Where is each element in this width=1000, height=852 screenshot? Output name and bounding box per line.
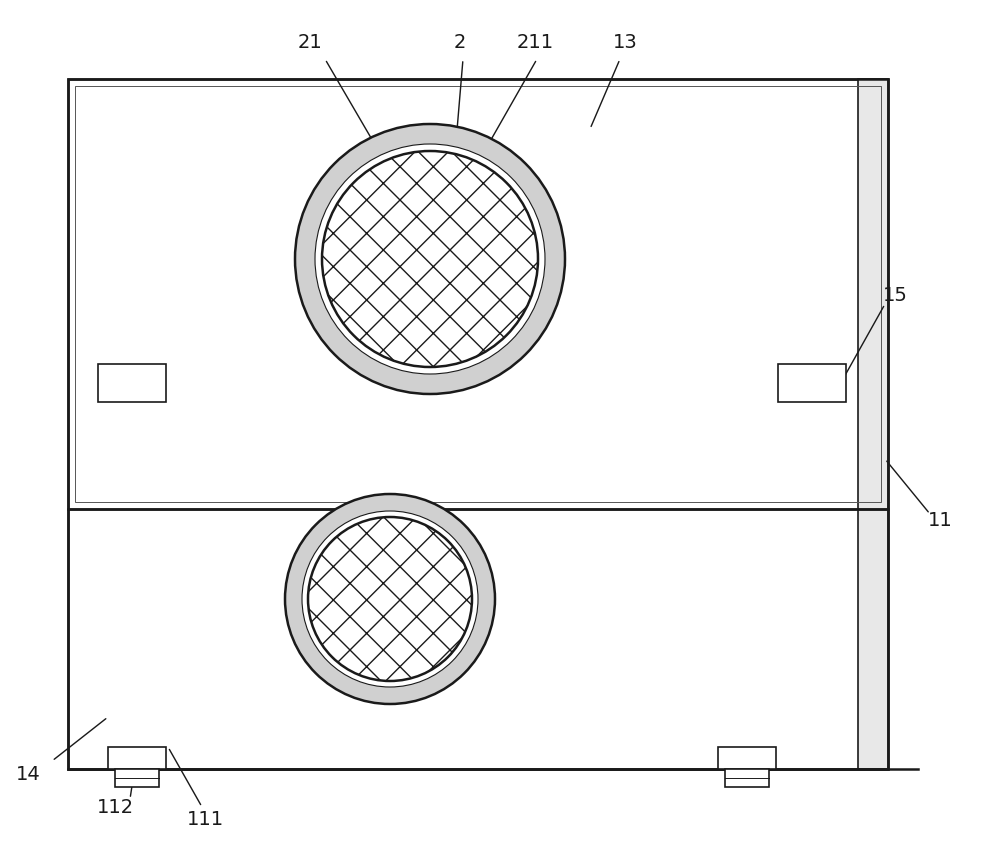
Circle shape <box>308 517 472 682</box>
Text: 21: 21 <box>298 32 322 51</box>
Circle shape <box>322 152 538 367</box>
Text: 13: 13 <box>613 32 637 51</box>
Bar <box>108 747 166 769</box>
Text: 15: 15 <box>883 285 907 304</box>
Bar <box>68 80 888 509</box>
Text: 211: 211 <box>516 32 554 51</box>
Bar <box>68 80 888 769</box>
Bar <box>725 769 769 787</box>
Bar <box>98 365 166 402</box>
Text: 11: 11 <box>928 509 952 529</box>
Bar <box>718 747 776 769</box>
Bar <box>68 509 888 769</box>
Text: 14: 14 <box>16 764 40 784</box>
Bar <box>858 80 888 769</box>
Bar <box>115 769 159 787</box>
Circle shape <box>302 511 478 688</box>
Text: 112: 112 <box>96 797 134 816</box>
Bar <box>75 87 881 503</box>
Text: 2: 2 <box>454 32 466 51</box>
Bar <box>778 365 846 402</box>
Circle shape <box>295 125 565 394</box>
Circle shape <box>285 494 495 704</box>
Circle shape <box>315 145 545 375</box>
Text: 111: 111 <box>186 809 224 828</box>
